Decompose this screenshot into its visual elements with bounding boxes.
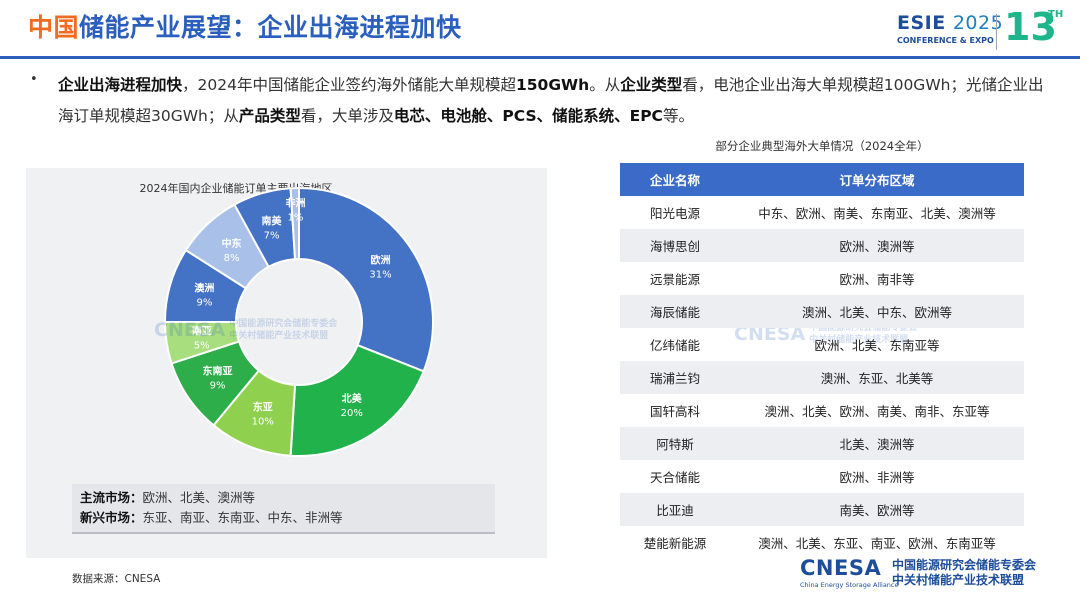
slice-category-label: 南美 — [262, 214, 283, 227]
summary-segment: 产品类型 — [238, 107, 301, 125]
summary-segment: 看，大单涉及 — [300, 107, 394, 125]
bullet-marker: • — [30, 72, 38, 87]
table-row: 阳光电源 中东、欧洲、南美、东南亚、北美、澳洲等 — [620, 196, 1024, 229]
regions-cell: 澳洲、北美、东亚、南亚、欧洲、东南亚等 — [758, 536, 996, 551]
emerging-label: 新兴市场： — [80, 510, 143, 525]
cnesa-word: CNESA — [800, 556, 882, 580]
company-cell: 亿纬储能 — [649, 338, 700, 353]
summary-segment: 150GWh — [515, 76, 590, 94]
company-cell: 阿特斯 — [620, 427, 730, 460]
slice-value-label: 8% — [224, 253, 240, 264]
company-cell: 海博思创 — [620, 229, 730, 262]
table-row: 海博思创 欧洲、澳洲等 — [620, 229, 1024, 262]
title-underline — [0, 56, 1080, 59]
header-company: 企业名称 — [620, 163, 730, 196]
summary-paragraph: 企业出海进程加快，2024年中国储能企业签约海外储能大单规模超150GWh。从企… — [58, 70, 1048, 132]
summary-segment: 看，电池企业出海大单规模超100GWh；光储企业出海订单规模超30GWh；从 — [58, 76, 1044, 125]
donut-slice — [289, 186, 300, 261]
cnesa-logo: CNESA China Energy Storage Alliance 中国能源… — [800, 556, 1036, 590]
summary-segment: ，2024年中国储能企业签约海外储能大单规模超 — [182, 76, 516, 94]
regions-cell: 澳洲、东亚、北美等 — [730, 361, 1024, 394]
table-row: 远景能源 欧洲、南非等 — [620, 262, 1024, 295]
regions-cell: 欧洲、南非等 — [839, 272, 915, 287]
event-name: ESIE — [897, 12, 946, 34]
table-row: 亿纬储能 欧洲、北美、东南亚等 — [620, 328, 1024, 361]
edition-number: 13 — [1004, 5, 1057, 49]
company-cell: 阳光电源 — [649, 206, 700, 221]
donut-chart: 2024年国内企业储能订单主要出海地区 欧洲31%北美20%东亚10%东南亚9%… — [140, 181, 434, 457]
summary-segment: 电芯、电池舱、PCS、储能系统、EPC — [393, 107, 663, 125]
regions-cell: 欧洲、澳洲等 — [730, 229, 1024, 262]
regions-cell: 欧洲、北美、东南亚等 — [814, 338, 940, 353]
slice-value-label: 31% — [369, 270, 391, 281]
slice-value-label: 1% — [288, 213, 304, 224]
slice-category-label: 欧洲 — [370, 254, 390, 267]
table-title: 部分企业典型海外大单情况（2024全年） — [715, 139, 929, 153]
table-header-row: 企业名称 订单分布区域 — [620, 163, 1024, 196]
slice-category-label: 南亚 — [192, 324, 212, 337]
regions-cell: 北美、澳洲等 — [730, 427, 1024, 460]
slice-category-label: 中东 — [222, 237, 242, 250]
table-row: 海辰储能 澳洲、北美、中东、欧洲等 — [620, 295, 1024, 328]
mainstream-label: 主流市场： — [80, 490, 143, 505]
slice-value-label: 9% — [210, 380, 226, 391]
market-legend: 主流市场：欧洲、北美、澳洲等 新兴市场：东亚、南亚、东南亚、中东、非洲等 — [72, 484, 495, 534]
edition-suffix: TH — [1048, 9, 1064, 20]
table-row: 瑞浦兰钧 澳洲、东亚、北美等 — [620, 361, 1024, 394]
cnesa-chinese: 中国能源研究会储能专委会 中关村储能产业技术联盟 — [892, 558, 1037, 587]
data-source: 数据来源：CNESA — [72, 573, 161, 585]
company-cell: 国轩高科 — [649, 404, 700, 419]
slice-category-label: 澳洲 — [194, 282, 214, 295]
slice-value-label: 7% — [264, 230, 280, 241]
event-logo: ESIE 2025 CONFERENCE & EXPO — [897, 12, 1003, 46]
company-cell: 楚能新能源 — [643, 536, 707, 551]
slice-value-label: 10% — [252, 417, 274, 428]
watermark-right: CNESA 中国能源研究会储能专委会 中关村储能产业技术联盟 — [734, 323, 918, 345]
donut-slice — [289, 343, 425, 457]
mainstream-value: 欧洲、北美、澳洲等 — [142, 490, 256, 505]
table-row: 阿特斯 北美、澳洲等 — [620, 427, 1024, 460]
regions-cell: 南美、欧洲等 — [730, 493, 1024, 526]
orders-table: 企业名称 订单分布区域 阳光电源 中东、欧洲、南美、东南亚、北美、澳洲等 海博思创欧… — [620, 163, 1024, 559]
watermark-left: CNESA 中国能源研究会储能专委会 中关村储能产业技术联盟 — [154, 319, 338, 341]
summary-segment: 等。 — [662, 107, 694, 125]
table-row: 天合储能 欧洲、非洲等 — [620, 460, 1024, 493]
logo-divider — [996, 14, 997, 50]
summary-segment: 企业类型 — [620, 76, 683, 94]
slice-value-label: 9% — [196, 298, 212, 309]
regions-cell: 澳洲、北美、中东、欧洲等 — [730, 295, 1024, 328]
donut-slice — [298, 186, 434, 373]
company-cell: 远景能源 — [649, 272, 700, 287]
summary-segment: 。从 — [589, 76, 621, 94]
summary-segment: 企业出海进程加快 — [58, 76, 183, 94]
header-regions: 订单分布区域 — [730, 163, 1024, 196]
event-subtitle: CONFERENCE & EXPO — [897, 36, 994, 45]
company-cell: 瑞浦兰钧 — [620, 361, 730, 394]
company-cell: 海辰储能 — [620, 295, 730, 328]
title-accent: 中国 — [28, 13, 80, 42]
edition-badge: 13 TH — [1004, 5, 1063, 49]
table-row: 比亚迪 南美、欧洲等 — [620, 493, 1024, 526]
regions-cell: 澳洲、北美、欧洲、南美、南非、东亚等 — [764, 404, 990, 419]
company-cell: 比亚迪 — [620, 493, 730, 526]
regions-cell: 欧洲、非洲等 — [839, 470, 915, 485]
table-row: 国轩高科 澳洲、北美、欧洲、南美、南非、东亚等 — [620, 394, 1024, 427]
title-rest: 储能产业展望：企业出海进程加快 — [79, 13, 462, 42]
regions-cell: 中东、欧洲、南美、东南亚、北美、澳洲等 — [758, 206, 996, 221]
slice-category-label: 东亚 — [253, 401, 273, 414]
slice-value-label: 20% — [341, 408, 363, 419]
emerging-value: 东亚、南亚、东南亚、中东、非洲等 — [142, 510, 343, 525]
company-cell: 天合储能 — [649, 470, 700, 485]
slice-category-label: 东南亚 — [203, 364, 233, 377]
page-title: 中国储能产业展望：企业出海进程加快 — [28, 8, 462, 44]
slice-category-label: 非洲 — [285, 197, 305, 210]
cnesa-english: China Energy Storage Alliance — [800, 581, 899, 589]
table-row: 楚能新能源 澳洲、北美、东亚、南亚、欧洲、东南亚等 — [620, 526, 1024, 559]
slice-value-label: 5% — [194, 340, 210, 351]
event-year: 2025 — [952, 12, 1004, 34]
slice-category-label: 北美 — [342, 392, 363, 405]
